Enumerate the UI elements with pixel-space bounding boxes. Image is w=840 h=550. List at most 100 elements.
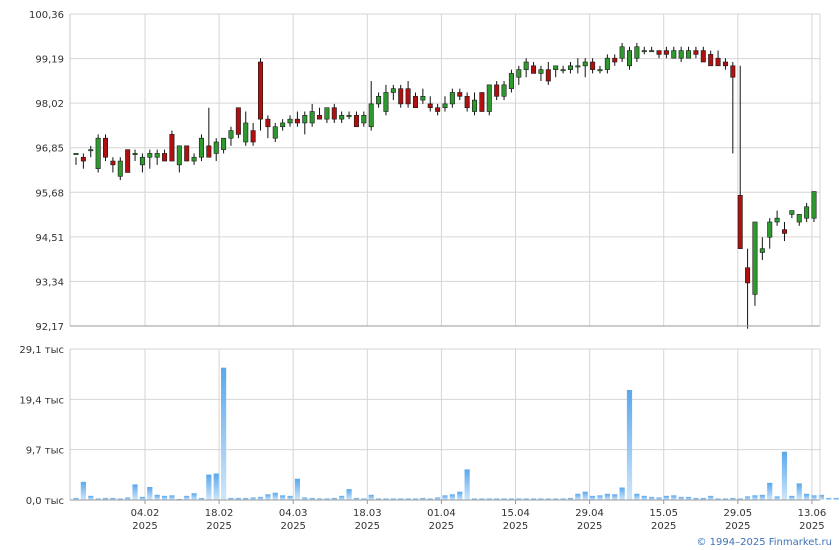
volume-bar [316,498,323,500]
volume-bar [102,497,109,500]
candle [117,157,123,181]
candle [582,58,588,78]
candle [612,54,618,66]
candle-body [346,115,352,117]
volume-bar [213,473,219,500]
volume-bar [287,495,293,500]
volume-bar [567,497,574,500]
volume-bar [464,469,470,500]
volume-bar [449,494,455,500]
candle [472,92,478,116]
volume-bar [176,498,182,500]
volume-bar [656,497,662,500]
volume-bar [161,495,168,500]
candle-body [353,115,359,128]
candle-body [309,111,315,124]
candle [752,221,758,306]
candle-body [235,107,241,135]
x-tick-label-day: 04.02 [131,508,160,519]
volume-bar [781,451,788,500]
volume-bar [619,487,625,500]
x-tick-label-year: 2025 [280,521,305,532]
candle-body [147,153,153,158]
candle-body [619,46,625,59]
candle [516,65,522,85]
volume-tick-label: 29,1 тыс [19,345,64,356]
candle [88,145,94,158]
candle-body [745,267,751,284]
x-tick-label-day: 15.05 [649,508,678,519]
volume-series [73,367,839,500]
candle [604,54,610,74]
candle-body [516,69,522,78]
x-tick-label-day: 29.04 [575,508,604,519]
candle-body [287,118,293,124]
candle-body [649,50,655,53]
candle [457,88,463,101]
candle-body [302,115,308,124]
candle [663,46,669,59]
volume-bar [575,493,581,500]
candle [649,46,655,53]
candle-body [257,61,263,120]
candle [110,157,116,173]
candle [287,115,293,127]
candle-body [398,88,404,105]
candle [479,92,485,112]
candle [398,84,404,108]
candle [228,126,234,146]
volume-bar [612,494,618,500]
volume-bar [508,498,515,500]
candle [671,46,677,59]
candle-body [80,156,86,162]
volume-bar [744,496,751,500]
candle [383,84,389,116]
candle [804,202,810,222]
candle-body [730,65,736,78]
candle-body [508,73,514,89]
x-tick-label-year: 2025 [725,521,750,532]
candle-body [708,54,714,67]
candle-body [117,160,123,177]
candle [162,149,168,162]
candle-body [582,61,588,67]
volume-bar [132,484,138,500]
candle [759,237,765,261]
volume-bar [250,497,256,500]
x-tick-label-day: 13.06 [798,508,827,519]
candle [656,50,662,59]
volume-bar [73,497,79,500]
volume-bar [139,496,146,500]
volume-bar [390,498,396,500]
candle [198,134,204,162]
candle-body [435,107,441,112]
grid [70,13,820,501]
candle-body [767,221,773,238]
candle [294,111,300,127]
candle-body [811,191,817,219]
candle [169,130,175,162]
volume-bar [169,495,175,500]
candle [722,58,728,70]
candle [590,58,596,74]
candle [73,153,79,165]
candle-body [634,46,640,59]
x-tick-label-year: 2025 [132,521,157,532]
candle-body [553,65,559,70]
candle-body [693,50,699,55]
candle-body [169,134,175,162]
candle-body [737,195,743,249]
x-tick-label-day: 29.05 [723,508,752,519]
candle [789,210,795,219]
candle [346,111,352,120]
candle [619,42,625,62]
volume-bar [375,498,382,500]
candle [324,107,330,123]
volume-bar [80,481,86,500]
volume-bar [582,491,588,500]
candle-body [427,103,433,109]
candle [368,81,374,131]
volume-bar [117,498,123,500]
